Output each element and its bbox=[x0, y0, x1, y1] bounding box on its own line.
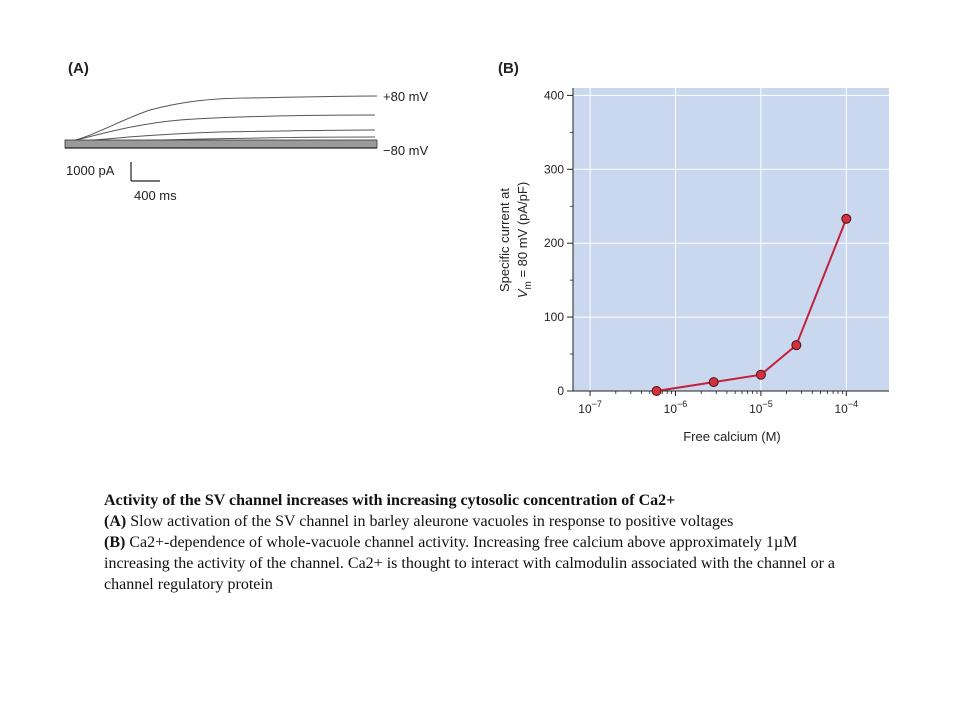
y-tick-label: 0 bbox=[557, 384, 564, 398]
x-axis-label: Free calcium (M) bbox=[683, 429, 781, 444]
y-tick-label: 100 bbox=[544, 310, 564, 324]
x-tick-base: 10 bbox=[664, 402, 678, 416]
y-axis-label-rest: = 80 mV (pA/pF) bbox=[515, 182, 530, 281]
y-axis-label-line1: Specific current at bbox=[497, 188, 512, 292]
caption-title: Activity of the SV channel increases wit… bbox=[104, 492, 676, 509]
y-tick-label: 300 bbox=[544, 162, 564, 176]
y-tick-label: 400 bbox=[544, 88, 564, 102]
axes bbox=[572, 88, 889, 392]
trace-baseline-cluster bbox=[64, 139, 378, 149]
x-tick-base: 10 bbox=[749, 402, 763, 416]
data-point bbox=[841, 213, 852, 224]
caption-b-text: Ca2+-dependence of whole-vacuole channel… bbox=[104, 534, 836, 593]
x-tick-exponent: −4 bbox=[848, 399, 858, 409]
x-tick-label: 10−7 bbox=[578, 399, 602, 416]
y-tick-label: 200 bbox=[544, 236, 564, 250]
trace-plus-80mv bbox=[64, 95, 378, 144]
figure-caption: Activity of the SV channel increases wit… bbox=[104, 490, 864, 595]
trace-intermediate-2 bbox=[64, 129, 376, 144]
x-tick-base: 10 bbox=[834, 402, 848, 416]
caption-a-label: (A) bbox=[104, 513, 127, 530]
label-plus-80mv: +80 mV bbox=[383, 89, 428, 104]
x-tick-label: 10−6 bbox=[664, 399, 688, 416]
y-axis-label-sub: m bbox=[523, 281, 534, 289]
panel-a-current-traces: (A) +80 mV −80 mV 1000 pA 400 ms bbox=[64, 60, 428, 203]
data-point bbox=[708, 377, 719, 388]
label-minus-80mv: −80 mV bbox=[383, 143, 428, 158]
caption-b-label: (B) bbox=[104, 534, 126, 551]
x-tick-exponent: −6 bbox=[677, 399, 687, 409]
scale-bar-time-label: 400 ms bbox=[134, 188, 177, 203]
x-tick-label: 10−5 bbox=[749, 399, 773, 416]
vertical-gridlines bbox=[589, 88, 847, 391]
y-axis-label-v: V bbox=[515, 288, 530, 298]
caption-b: (B) Ca2+-dependence of whole-vacuole cha… bbox=[104, 532, 864, 595]
data-series bbox=[651, 213, 852, 396]
data-point bbox=[755, 369, 766, 380]
x-tick-label: 10−4 bbox=[834, 399, 858, 416]
panel-b-letter: (B) bbox=[498, 60, 519, 77]
y-axis-label: Specific current at Vm = 80 mV (pA/pF) bbox=[497, 182, 534, 298]
plot-area bbox=[573, 88, 889, 391]
data-point bbox=[791, 340, 802, 351]
trace-intermediate-1 bbox=[64, 114, 376, 144]
x-tick-exponent: −7 bbox=[592, 399, 602, 409]
x-tick-base: 10 bbox=[578, 402, 592, 416]
caption-a-text: Slow activation of the SV channel in bar… bbox=[126, 513, 734, 530]
scale-bar bbox=[130, 162, 160, 182]
data-point bbox=[651, 386, 662, 396]
caption-a: (A) Slow activation of the SV channel in… bbox=[104, 511, 864, 532]
x-tick-exponent: −5 bbox=[762, 399, 772, 409]
y-axis-label-line2: Vm = 80 mV (pA/pF) bbox=[515, 182, 534, 298]
current-traces bbox=[64, 95, 378, 144]
panel-a-letter: (A) bbox=[68, 60, 89, 77]
scale-bar-current-label: 1000 pA bbox=[66, 163, 115, 178]
